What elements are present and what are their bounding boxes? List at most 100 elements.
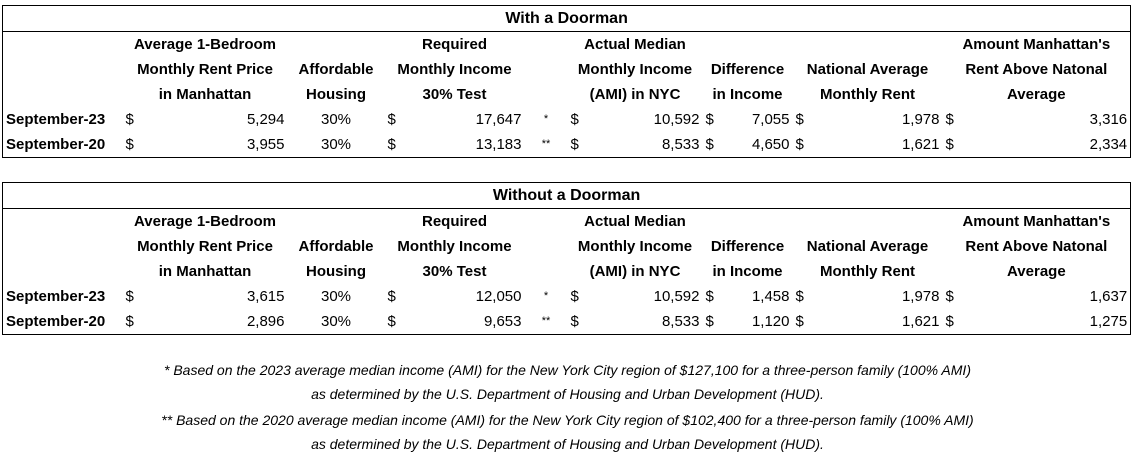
column-header: Difference in Income bbox=[703, 209, 793, 285]
cell: $ bbox=[705, 313, 714, 330]
column-header: Actual Median Monthly Income (AMI) in NYC bbox=[568, 209, 703, 285]
cell: 3,615 bbox=[246, 288, 285, 305]
cell: $ bbox=[387, 136, 396, 153]
cell: $ bbox=[945, 288, 954, 305]
column-header: National Average Monthly Rent bbox=[793, 32, 943, 108]
cell: 10,592 bbox=[653, 288, 700, 305]
cell: 5,294 bbox=[246, 111, 285, 128]
column-header: Average 1-Bedroom Monthly Rent Price in Ma… bbox=[123, 209, 288, 285]
header-line: Affordable bbox=[298, 238, 374, 255]
cell: $ bbox=[795, 111, 804, 128]
column-header: Required Monthly Income 30% Test bbox=[385, 209, 525, 285]
cell: 7,055 bbox=[751, 111, 790, 128]
cell: $ bbox=[945, 313, 954, 330]
column-header: Actual Median Monthly Income (AMI) in NYC bbox=[568, 32, 703, 108]
blank-cell bbox=[525, 32, 568, 108]
row-label: September-23 bbox=[6, 111, 106, 128]
cell: $ bbox=[795, 136, 804, 153]
title-row: With a Doorman bbox=[2, 5, 1131, 32]
cell: $ bbox=[570, 288, 579, 305]
header-line: Average 1-Bedroom bbox=[134, 213, 276, 230]
header-line: Required bbox=[421, 213, 487, 230]
cell: 9,653 bbox=[483, 313, 522, 330]
cell: 8,533 bbox=[661, 136, 700, 153]
cell: * bbox=[543, 113, 549, 125]
header-line: 30% Test bbox=[422, 263, 487, 280]
cell: ** bbox=[541, 138, 551, 150]
cell: ** bbox=[541, 315, 551, 327]
data-table: With a Doorman Average 1-Bedroom Monthly R… bbox=[2, 5, 1132, 158]
cell: 2,896 bbox=[246, 313, 285, 330]
column-header: Amount Manhattan's Rent Above Natonal Aver… bbox=[943, 209, 1131, 285]
header-line: Housing bbox=[306, 86, 366, 103]
cell: 8,533 bbox=[661, 313, 700, 330]
footnote-line: * Based on the 2023 average median incom… bbox=[164, 362, 971, 378]
header-line: Monthly Income bbox=[577, 61, 693, 78]
header-line: Difference bbox=[710, 238, 785, 255]
cell: $ bbox=[570, 136, 579, 153]
header-line: in Income bbox=[712, 263, 783, 280]
table-title: With a Doorman bbox=[2, 5, 1131, 32]
blank-cell bbox=[3, 32, 123, 108]
cell: 30% bbox=[320, 111, 352, 128]
header-line: Average 1-Bedroom bbox=[134, 36, 276, 53]
header-line: Difference bbox=[710, 61, 785, 78]
column-header: Affordable Housing bbox=[288, 209, 385, 285]
blank-cell bbox=[3, 209, 123, 285]
column-header: Difference in Income bbox=[703, 32, 793, 108]
header-line: Monthly Income bbox=[397, 238, 512, 255]
cell: $ bbox=[125, 313, 134, 330]
cell: 17,647 bbox=[475, 111, 522, 128]
cell: $ bbox=[387, 288, 396, 305]
footnote-line: as determined by the U.S. Department of … bbox=[311, 436, 824, 452]
data-row: September-20 $3,955 30% $13,183 ** $8,533 $4,6… bbox=[3, 132, 1131, 158]
header-line: Actual Median bbox=[584, 213, 686, 230]
cell: $ bbox=[125, 288, 134, 305]
cell: 1,120 bbox=[751, 313, 790, 330]
cell: 30% bbox=[320, 313, 352, 330]
footnote: * Based on the 2023 average median incom… bbox=[0, 358, 1135, 406]
cell: $ bbox=[125, 111, 134, 128]
cell: $ bbox=[387, 313, 396, 330]
row-label: September-20 bbox=[6, 313, 106, 330]
data-row: September-23 $5,294 30% $17,647 * $10,592 $7,0… bbox=[3, 107, 1131, 132]
header-line: Affordable bbox=[298, 61, 374, 78]
cell: 1,978 bbox=[901, 111, 940, 128]
footnote: ** Based on the 2020 average median inco… bbox=[0, 408, 1135, 456]
row-label: September-23 bbox=[6, 288, 106, 305]
cell: $ bbox=[945, 111, 954, 128]
data-row: September-23 $3,615 30% $12,050 * $10,592 $1,4… bbox=[3, 284, 1131, 309]
cell: $ bbox=[387, 111, 396, 128]
cell: 1,621 bbox=[901, 313, 940, 330]
cell: 4,650 bbox=[751, 136, 790, 153]
header-line: 30% Test bbox=[422, 86, 487, 103]
cell: 3,316 bbox=[1089, 111, 1128, 128]
cell: 1,621 bbox=[901, 136, 940, 153]
cell: 3,955 bbox=[246, 136, 285, 153]
cell: 13,183 bbox=[475, 136, 522, 153]
cell: $ bbox=[945, 136, 954, 153]
footnote-line: ** Based on the 2020 average median inco… bbox=[161, 412, 974, 428]
cell: $ bbox=[570, 313, 579, 330]
column-header: Required Monthly Income 30% Test bbox=[385, 32, 525, 108]
header-line: Amount Manhattan's bbox=[962, 213, 1111, 230]
cell: 1,637 bbox=[1089, 288, 1128, 305]
cell: $ bbox=[705, 288, 714, 305]
data-row: September-20 $2,896 30% $9,653 ** $8,533 $1,12… bbox=[3, 309, 1131, 335]
column-header: Affordable Housing bbox=[288, 32, 385, 108]
header-line: Monthly Income bbox=[397, 61, 512, 78]
header-line: Monthly Rent bbox=[820, 263, 915, 280]
title-row: Without a Doorman bbox=[2, 182, 1131, 209]
cell: $ bbox=[125, 136, 134, 153]
header-line: in Manhattan bbox=[158, 263, 252, 280]
row-label: September-20 bbox=[6, 136, 106, 153]
cell: 1,275 bbox=[1089, 313, 1128, 330]
header-line: Rent Above Natonal bbox=[965, 238, 1108, 255]
cell: 30% bbox=[320, 136, 352, 153]
header-line: Average bbox=[1007, 86, 1066, 103]
cell: $ bbox=[705, 136, 714, 153]
footnotes: * Based on the 2023 average median incom… bbox=[0, 358, 1135, 458]
cell: 2,334 bbox=[1089, 136, 1128, 153]
header-line: Housing bbox=[306, 263, 366, 280]
